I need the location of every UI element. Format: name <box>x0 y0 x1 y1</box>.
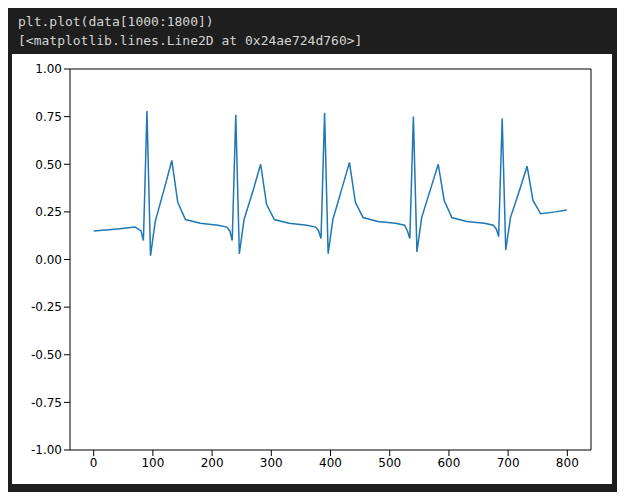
svg-text:0.25: 0.25 <box>35 205 62 219</box>
svg-text:-1.00: -1.00 <box>31 443 62 457</box>
svg-text:800: 800 <box>556 456 579 470</box>
svg-text:500: 500 <box>378 456 401 470</box>
svg-text:600: 600 <box>437 456 460 470</box>
svg-text:0.75: 0.75 <box>35 110 62 124</box>
svg-text:100: 100 <box>141 456 164 470</box>
svg-text:-0.50: -0.50 <box>31 348 62 362</box>
svg-text:400: 400 <box>319 456 342 470</box>
svg-text:300: 300 <box>260 456 283 470</box>
html-text:[<matplotlib.lines.Line2D at 0: [<matplotlib.lines.Line2D at 0x24ae724d7… <box>18 33 363 48</box>
svg-text:-0.25: -0.25 <box>31 300 62 314</box>
svg-text:0.50: 0.50 <box>35 158 62 172</box>
html-text:plt.plot(data[1000:1800]): plt.plot(data[1000:1800]) <box>18 14 214 29</box>
svg-text:200: 200 <box>201 456 224 470</box>
svg-text:0: 0 <box>90 456 98 470</box>
svg-text:700: 700 <box>497 456 520 470</box>
svg-text:-0.75: -0.75 <box>31 396 62 410</box>
svg-text:1.00: 1.00 <box>35 62 62 76</box>
svg-text:0.00: 0.00 <box>35 253 62 267</box>
